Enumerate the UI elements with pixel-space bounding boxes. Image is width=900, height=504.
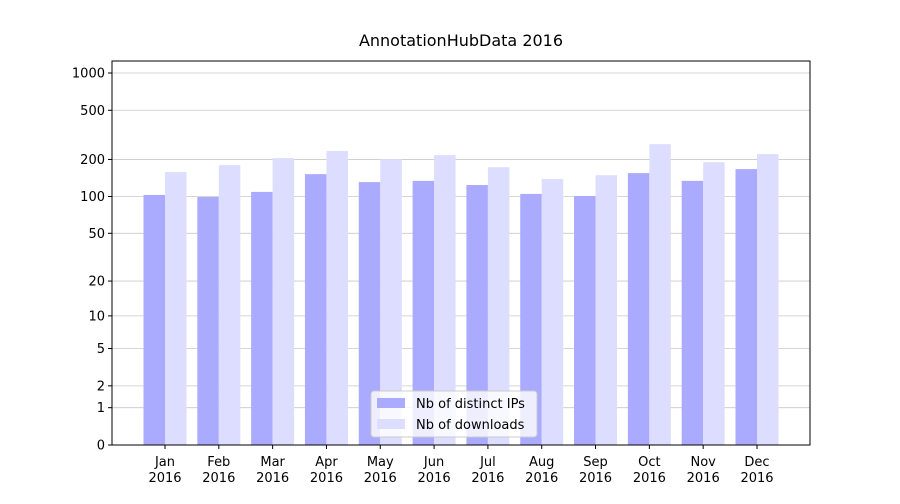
y-tick-label: 5: [97, 342, 105, 357]
bar: [251, 191, 273, 445]
x-tick-label: Oct 2016: [633, 455, 666, 486]
bar: [434, 155, 456, 445]
y-tick-label: 200: [80, 153, 105, 168]
bar: [520, 193, 542, 445]
bar: [681, 180, 704, 445]
bar: [326, 151, 348, 445]
bar: [627, 173, 650, 445]
y-tick-label: 1: [97, 401, 105, 416]
y-tick-label: 1000: [72, 67, 105, 82]
x-tick-label: Jan 2016: [148, 455, 181, 486]
bar: [757, 154, 779, 446]
y-tick-label: 20: [88, 275, 105, 290]
bar: [466, 185, 488, 445]
bar: [595, 175, 618, 445]
bar: [143, 194, 165, 445]
x-tick-label: Feb 2016: [202, 455, 235, 486]
legend-label: Nb of downloads: [416, 418, 525, 433]
legend-box: [370, 390, 538, 438]
bar: [487, 167, 510, 446]
y-tick-label: 2: [97, 379, 105, 394]
x-tick-label: Nov 2016: [687, 455, 720, 486]
legend-swatch: [377, 398, 405, 408]
x-tick-label: Dec 2016: [740, 455, 773, 486]
bar: [272, 158, 295, 445]
bar: [541, 178, 564, 445]
bar: [358, 182, 381, 445]
y-tick-label: 0: [97, 439, 105, 454]
x-tick-label: Jun 2016: [418, 455, 451, 486]
bar: [197, 197, 219, 445]
bar: [703, 162, 725, 445]
y-tick-label: 50: [88, 227, 105, 242]
x-tick-label: Sep 2016: [579, 455, 612, 486]
chart-title: AnnotationHubData 2016: [359, 31, 563, 50]
legend-swatch: [377, 419, 405, 429]
bar: [165, 172, 187, 445]
y-tick-label: 500: [80, 104, 105, 119]
x-tick-label: Jul 2016: [471, 455, 504, 486]
bar: [735, 169, 757, 446]
bar: [380, 159, 402, 445]
plot-frame: [111, 60, 811, 446]
legend-label: Nb of distinct IPs: [416, 397, 525, 412]
y-tick-label: 100: [80, 190, 105, 205]
bar: [304, 174, 327, 446]
bar: [649, 144, 671, 445]
x-tick-label: Aug 2016: [525, 455, 558, 486]
bar: [574, 195, 596, 445]
x-tick-label: May 2016: [364, 455, 397, 486]
x-tick-label: Apr 2016: [310, 455, 343, 486]
x-tick-label: Mar 2016: [256, 455, 289, 486]
bar: [218, 165, 241, 445]
y-tick-label: 10: [88, 309, 105, 324]
bar: [412, 180, 435, 445]
